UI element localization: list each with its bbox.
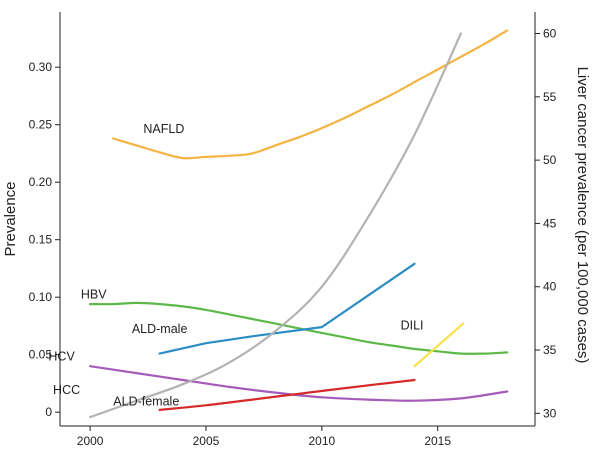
x-tick-label-2000: 2000 — [77, 434, 104, 448]
series-line-ald-male — [158, 262, 416, 355]
y2-tick-label-40: 40 — [543, 280, 557, 294]
series-label-dili: DILI — [401, 318, 424, 332]
x-ticks: 2000 2005 2010 2015 — [77, 426, 451, 448]
y-tick-label-0: 0 — [45, 405, 52, 419]
y2-axis-title: Liver cancer prevalence (per 100,000 cas… — [574, 67, 591, 364]
series-label-hcv: HCV — [48, 349, 75, 363]
y2-tick-label-30: 30 — [543, 406, 557, 420]
left-y-ticks: 0 0.05 0.10 0.15 0.20 0.25 0.30 — [29, 60, 60, 419]
y-tick-label-2: 0.10 — [29, 290, 53, 304]
series-label-nafld: NAFLD — [143, 122, 184, 136]
series-line-hcc — [89, 32, 462, 419]
x-tick-label-2005: 2005 — [193, 434, 220, 448]
y2-tick-label-55: 55 — [543, 90, 557, 104]
y2-tick-label-35: 35 — [543, 343, 557, 357]
series-line-hcv — [89, 365, 509, 402]
series-line-dili — [413, 322, 465, 368]
series-label-hbv: HBV — [81, 287, 107, 301]
y-axis-title: Prevalence — [2, 181, 19, 256]
y2-tick-label-45: 45 — [543, 216, 557, 230]
x-tick-label-2010: 2010 — [308, 434, 335, 448]
y2-tick-label-50: 50 — [543, 153, 557, 167]
series-line-nafld — [112, 29, 509, 160]
y-tick-label-6: 0.30 — [29, 60, 53, 74]
right-y-ticks: 30 35 40 45 50 55 60 — [535, 27, 557, 420]
series-label-ald-male: ALD-male — [132, 322, 188, 336]
y-tick-label-4: 0.20 — [29, 175, 53, 189]
series-label-hcc: HCC — [53, 383, 80, 397]
y2-tick-label-60: 60 — [543, 27, 557, 41]
y-tick-label-5: 0.25 — [29, 118, 53, 132]
series-label-ald-female: ALD-female — [113, 394, 179, 408]
series-lines — [89, 29, 509, 419]
series-line-ald-female — [158, 378, 416, 411]
y-tick-label-3: 0.15 — [29, 233, 53, 247]
series-labels: NAFLD HBV ALD-male DILI HCV ALD-female HCC — [48, 122, 423, 409]
axes — [59, 12, 536, 427]
x-tick-label-2015: 2015 — [424, 434, 451, 448]
series-line-hbv — [89, 301, 509, 355]
y-tick-label-1: 0.05 — [29, 348, 53, 362]
